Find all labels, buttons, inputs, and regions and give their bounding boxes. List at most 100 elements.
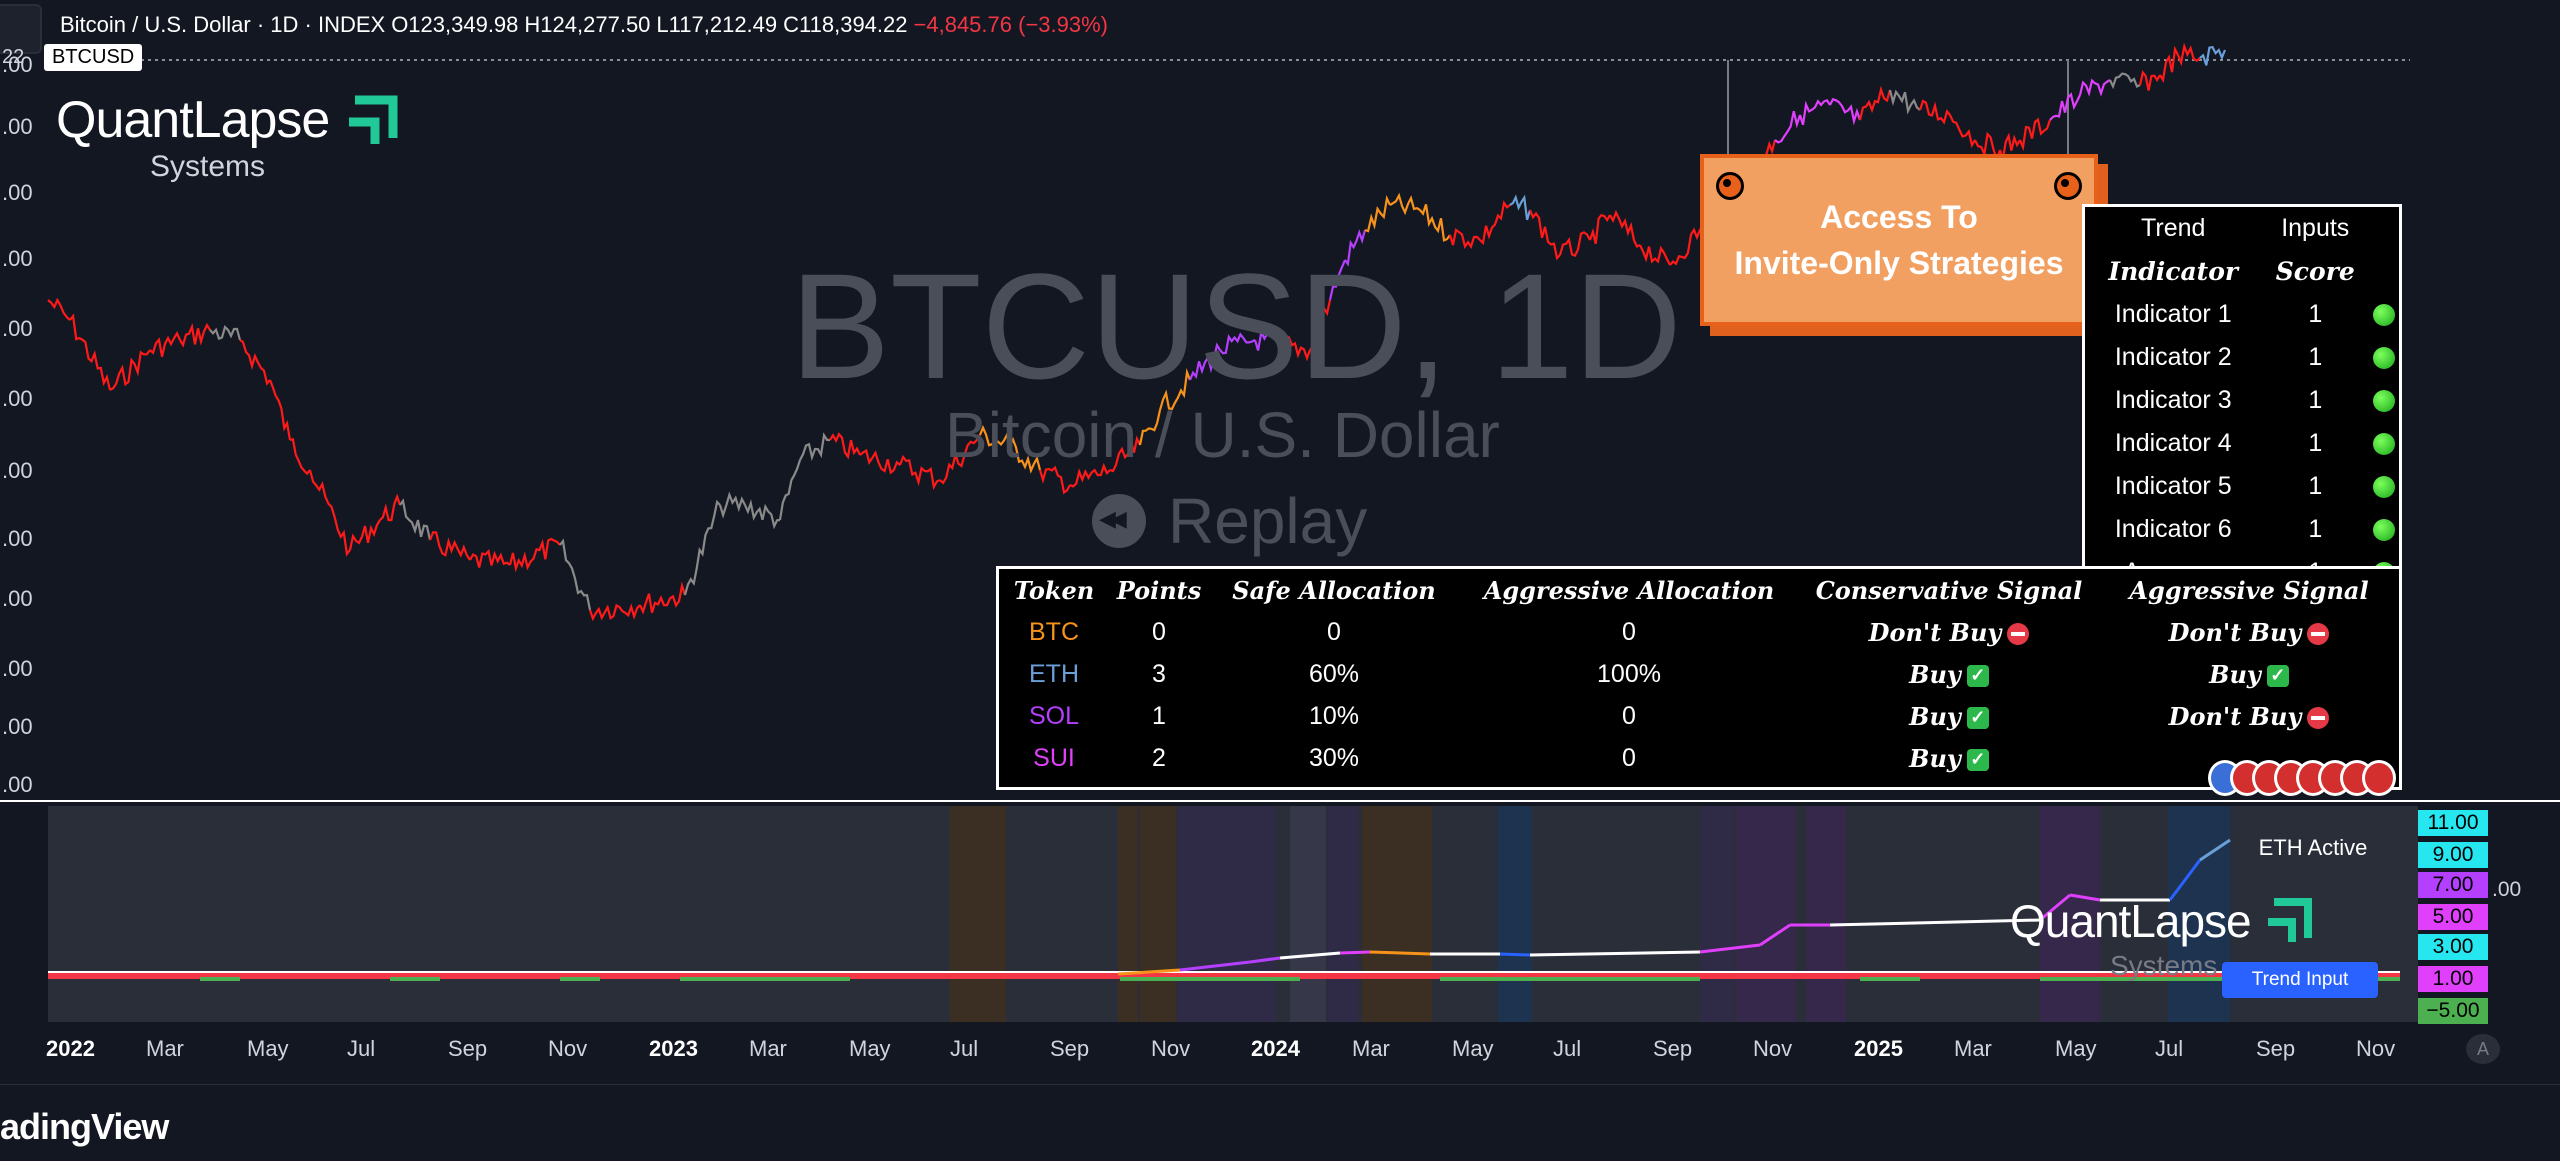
table-row: Indicator 3 1 [2085, 379, 2399, 422]
signal-text: Don't Buy [2168, 617, 2302, 647]
auto-scale-button[interactable]: A [2466, 1034, 2500, 1064]
score-line [2168, 859, 2202, 901]
score-subheader: Score [2275, 257, 2355, 286]
ohlc-legend: Bitcoin / U.S. Dollar · 1D · INDEX O123,… [60, 8, 1114, 42]
price-segment [1448, 228, 1481, 250]
time-axis-label: May [247, 1036, 289, 1061]
price-segment [428, 531, 471, 561]
indicator-name: Indicator 3 [2114, 386, 2232, 414]
allocation-band [950, 806, 1006, 1022]
symbol-watermark: BTCUSD, 1D [790, 242, 1682, 410]
conservative-signal: Don't Buy [1799, 611, 2099, 653]
green-dot-icon [2373, 390, 2396, 413]
allocation-band [1700, 806, 1734, 1022]
right-scale-fragment: .00 [2492, 878, 2522, 901]
check-icon: ✓ [1966, 665, 1989, 687]
open-value: O123,349.98 [391, 12, 519, 37]
safe-allocation-header: Safe Allocation [1232, 575, 1436, 605]
flag-badges[interactable] [2208, 760, 2396, 796]
promo-line-2: Invite-Only Strategies [1734, 245, 2064, 281]
price-chart-canvas[interactable] [0, 0, 2560, 1085]
indicator-scale-label: 1.00 [2418, 966, 2488, 992]
price-segment [109, 349, 151, 391]
time-axis-label: 2024 [1251, 1036, 1300, 1061]
aggressive-signal: Don't Buy [2099, 695, 2399, 737]
price-segment [469, 549, 511, 568]
table-row: Indicator 2 1 [2085, 336, 2399, 379]
price-segment [1798, 98, 1831, 126]
time-axis-label: Jul [1553, 1036, 1582, 1061]
token-name: SUI [1033, 743, 1075, 772]
price-segment [239, 339, 271, 386]
time-axis-label: Nov [2356, 1036, 2396, 1061]
pane-logo: QuantLapse [2010, 894, 2320, 948]
indicator-scale-label: 5.00 [2418, 904, 2488, 930]
allocation-band [1498, 806, 1532, 1022]
price-segment [179, 322, 211, 348]
score-line [1759, 923, 1791, 947]
price-segment [638, 581, 687, 615]
price-segment [1829, 97, 1862, 126]
conservative-signal: Buy ✓ [1799, 695, 2099, 737]
price-segment [743, 499, 781, 530]
no-entry-icon [2007, 623, 2030, 645]
safe-allocation: 30% [1308, 743, 1360, 772]
indicator-score: 1 [2308, 429, 2323, 457]
high-value: H124,277.50 [524, 12, 651, 37]
table-row: Indicator 5 1 [2085, 465, 2399, 508]
signal-text: Buy [1909, 659, 1961, 689]
ticker-badge: BTCUSD [44, 44, 143, 71]
price-segment [978, 424, 1012, 447]
indicator-scale-label: −5.00 [2418, 998, 2488, 1024]
price-segment [1949, 114, 1976, 148]
top-left-fragment: 22 [0, 0, 42, 68]
price-segment [1278, 334, 1312, 362]
price-segment [1888, 89, 1921, 115]
price-segment [1389, 192, 1421, 216]
price-segment [399, 498, 432, 541]
indicator-name: Indicator 2 [2114, 343, 2232, 371]
green-dot-icon [2373, 519, 2396, 542]
time-axis-label: Mar [1954, 1036, 1992, 1061]
price-segment [1328, 259, 1347, 301]
price-axis-label: .00 [2, 526, 33, 551]
price-segment [898, 454, 941, 491]
price-axis-label: .00 [2, 386, 33, 411]
replay-button[interactable]: Replay [1092, 484, 1367, 558]
check-icon: ✓ [2266, 665, 2289, 687]
token-points: 0 [1152, 617, 1166, 646]
time-axis-label: Mar [146, 1036, 184, 1061]
signal-text: Don't Buy [1868, 617, 2002, 647]
safe-allocation: 60% [1308, 659, 1360, 688]
symbol-icon[interactable] [0, 4, 42, 54]
trend-header: Trend [2141, 214, 2206, 242]
indicator-scale-label: 9.00 [2418, 842, 2488, 868]
replay-icon [1092, 494, 1146, 548]
invite-only-promo-banner[interactable]: Access To Invite-Only Strategies [1700, 154, 2098, 326]
price-segment [1858, 85, 1892, 121]
token-name: SOL [1028, 701, 1080, 730]
price-segment [2159, 45, 2179, 83]
allocation-band [2168, 806, 2230, 1022]
price-segment [1509, 194, 1532, 221]
score-line [2069, 893, 2101, 902]
price-axis-label: .00 [2, 180, 33, 205]
price-segment [1038, 465, 1071, 495]
token-points: 1 [1152, 701, 1166, 730]
token-points: 3 [1152, 659, 1166, 688]
price-segment [1528, 209, 1561, 261]
time-axis-label: Sep [1050, 1036, 1090, 1061]
indicator-scale-label: 3.00 [2418, 934, 2488, 960]
allocation-band [1118, 806, 1138, 1022]
time-axis-label: Nov [1151, 1036, 1191, 1061]
symbol-description[interactable]: Bitcoin / U.S. Dollar · 1D · INDEX [60, 12, 386, 37]
price-segment [1158, 368, 1192, 411]
price-segment [2018, 117, 2052, 152]
indicator-name: Indicator 1 [2114, 300, 2232, 328]
indicator-score: 1 [2308, 472, 2323, 500]
price-segment [1558, 231, 1591, 258]
time-axis-label: May [849, 1036, 891, 1061]
promo-line-1: Access To [1820, 199, 1978, 235]
pane-logo-subtitle: Systems [2110, 950, 2218, 981]
logo-name: QuantLapse [2010, 895, 2252, 947]
